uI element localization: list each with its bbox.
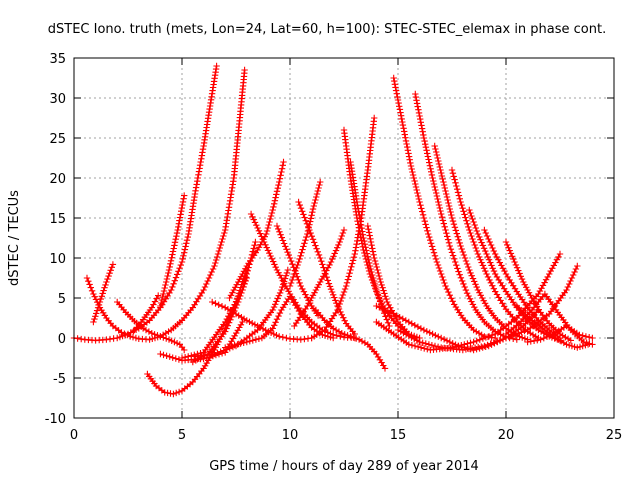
data-series bbox=[209, 298, 315, 343]
chart-title: dSTEC Iono. truth (mets, Lon=24, Lat=60,… bbox=[48, 22, 606, 37]
x-axis-label: GPS time / hours of day 289 of year 2014 bbox=[209, 459, 479, 474]
x-tick-label: 25 bbox=[606, 428, 623, 443]
plot-frame bbox=[73, 57, 615, 419]
series-markers bbox=[157, 192, 188, 310]
y-tick-label: 5 bbox=[58, 292, 66, 307]
y-tick-label: 20 bbox=[49, 172, 66, 187]
x-tick-label: 5 bbox=[178, 428, 186, 443]
x-tick-label: 10 bbox=[282, 428, 299, 443]
y-tick-label: 30 bbox=[49, 92, 66, 107]
data-series bbox=[308, 114, 378, 342]
series-line bbox=[228, 161, 285, 299]
series-markers bbox=[308, 114, 378, 342]
data-series bbox=[390, 74, 499, 342]
y-axis-label: dSTEC / TECUs bbox=[7, 190, 22, 286]
data-layer bbox=[70, 62, 596, 398]
data-series bbox=[524, 322, 596, 346]
data-series bbox=[286, 178, 324, 290]
y-tick-label: 0 bbox=[58, 332, 66, 347]
data-series bbox=[273, 222, 322, 319]
y-tick-label: -5 bbox=[53, 372, 66, 387]
series-markers bbox=[373, 250, 564, 354]
series-markers bbox=[209, 298, 315, 343]
series-markers bbox=[286, 178, 324, 290]
data-series bbox=[83, 66, 248, 343]
data-series bbox=[312, 306, 389, 372]
data-series bbox=[373, 250, 564, 354]
y-tick-label: 10 bbox=[49, 252, 66, 267]
series-markers bbox=[226, 158, 287, 302]
x-tick-label: 0 bbox=[70, 428, 78, 443]
x-tick-label: 15 bbox=[390, 428, 407, 443]
series-line bbox=[392, 77, 496, 339]
series-markers bbox=[412, 90, 520, 343]
series-markers bbox=[131, 292, 162, 334]
series-markers bbox=[114, 298, 188, 354]
data-series bbox=[513, 302, 592, 351]
y-tick-label: -10 bbox=[45, 412, 66, 427]
y-tick-label: 15 bbox=[49, 212, 66, 227]
y-tick-label: 25 bbox=[49, 132, 66, 147]
x-tick-label: 20 bbox=[498, 428, 515, 443]
data-series bbox=[90, 261, 117, 326]
series-markers bbox=[273, 222, 322, 319]
series-markers bbox=[513, 302, 592, 351]
series-markers bbox=[524, 322, 596, 346]
data-series bbox=[157, 192, 188, 310]
data-series bbox=[226, 158, 287, 302]
axis-ticks: -10 -5 0 5 10 15 20 25 30 35 0 5 10 15 20 25 bbox=[45, 52, 623, 443]
series-markers bbox=[291, 226, 348, 330]
series-markers bbox=[312, 306, 389, 372]
series-markers bbox=[83, 66, 248, 343]
data-series bbox=[131, 292, 162, 334]
data-series bbox=[291, 226, 348, 330]
y-tick-label: 35 bbox=[49, 52, 66, 67]
data-series bbox=[114, 298, 188, 354]
series-markers bbox=[390, 74, 499, 342]
grid bbox=[74, 58, 614, 418]
series-markers bbox=[90, 261, 117, 326]
